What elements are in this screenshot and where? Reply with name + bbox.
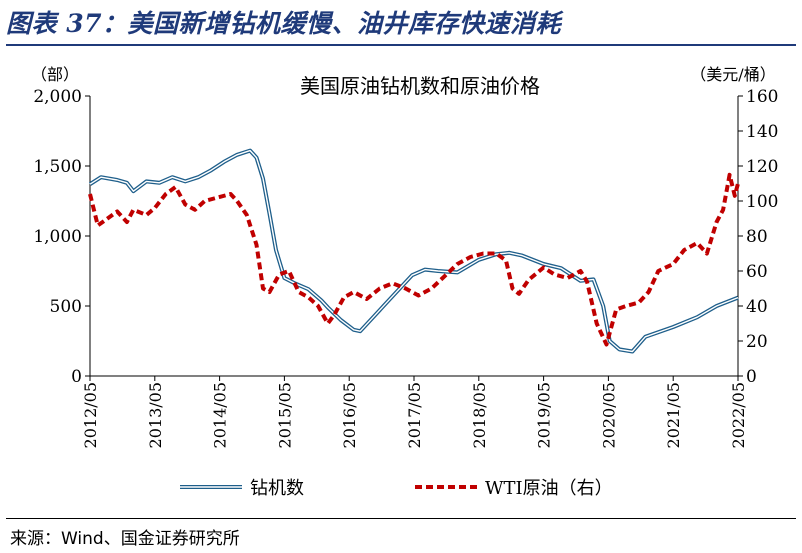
right-tick-label: 140 bbox=[746, 122, 778, 142]
legend-label-wti: WTI原油（右） bbox=[485, 478, 613, 499]
x-tick-label: 2018/05 bbox=[470, 382, 489, 448]
title-rule bbox=[6, 44, 796, 46]
series-wti-line bbox=[88, 172, 740, 347]
figure-title: 图表 37：美国新增钻机缓慢、油井库存快速消耗 bbox=[6, 9, 561, 38]
x-tick-label: 2022/05 bbox=[729, 382, 748, 448]
tick-labels: 0 500 1,000 1,500 2,000 0 20 40 60 80 100 120 140 160… bbox=[33, 87, 778, 448]
left-tick-label: 1,000 bbox=[33, 227, 82, 247]
x-tick-label: 2016/05 bbox=[340, 382, 359, 448]
chart-title: 美国原油钻机数和原油价格 bbox=[300, 74, 540, 98]
right-tick-label: 0 bbox=[746, 367, 757, 387]
right-tick-label: 40 bbox=[746, 297, 768, 317]
axes bbox=[85, 95, 743, 381]
x-tick-label: 2012/05 bbox=[81, 382, 100, 448]
legend: 钻机数 WTI原油（右） bbox=[180, 478, 613, 499]
right-tick-label: 160 bbox=[746, 87, 778, 107]
x-tick-label: 2014/05 bbox=[211, 382, 230, 448]
left-tick-label: 0 bbox=[71, 367, 82, 387]
chart: 美国原油钻机数和原油价格 （部） （美元/桶） 0 500 1,000 1,500 2,… bbox=[31, 65, 778, 499]
left-tick-label: 1,500 bbox=[33, 157, 82, 177]
right-tick-label: 60 bbox=[746, 262, 768, 282]
x-tick-label: 2017/05 bbox=[405, 382, 424, 448]
x-tick-label: 2019/05 bbox=[535, 382, 554, 448]
source-rule bbox=[6, 518, 796, 519]
source-note: 来源：Wind、国金证券研究所 bbox=[10, 529, 240, 549]
legend-label-rig-count: 钻机数 bbox=[250, 478, 304, 499]
series-rig-count-inner bbox=[89, 149, 739, 353]
right-axis-unit: （美元/桶） bbox=[690, 65, 775, 84]
x-tick-label: 2021/05 bbox=[664, 382, 683, 448]
left-tick-label: 500 bbox=[50, 297, 82, 317]
x-tick-label: 2015/05 bbox=[275, 382, 294, 448]
right-tick-label: 20 bbox=[746, 332, 768, 352]
right-tick-label: 120 bbox=[746, 157, 778, 177]
left-tick-label: 2,000 bbox=[33, 87, 82, 107]
plot-area bbox=[88, 148, 740, 354]
right-tick-label: 100 bbox=[746, 192, 778, 212]
x-tick-label: 2020/05 bbox=[599, 382, 618, 448]
right-tick-label: 80 bbox=[746, 227, 768, 247]
x-tick-label: 2013/05 bbox=[146, 382, 165, 448]
left-axis-unit: （部） bbox=[31, 65, 79, 84]
